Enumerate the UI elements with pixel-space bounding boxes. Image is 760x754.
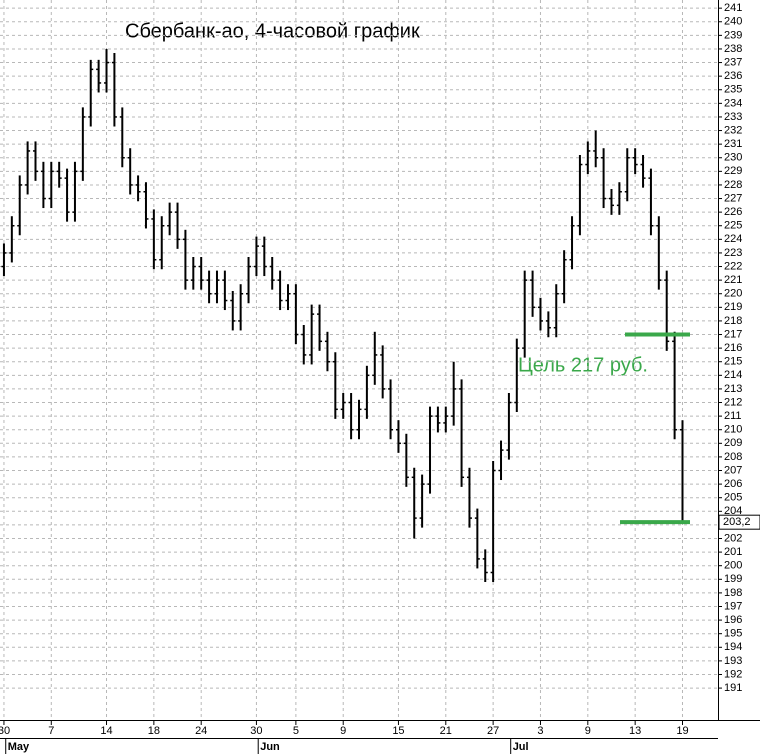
- y-tick-label: 192: [724, 668, 742, 680]
- x-tick-label: 30: [0, 725, 10, 737]
- y-tick-label: 233: [724, 111, 742, 123]
- y-tick-label: 198: [724, 587, 742, 599]
- y-tick-label: 220: [724, 288, 742, 300]
- y-tick-label: 197: [724, 600, 742, 612]
- y-tick-label: 222: [724, 260, 742, 272]
- y-tick-label: 236: [724, 70, 742, 82]
- x-tick-label: 9: [340, 725, 346, 737]
- y-tick-label: 226: [724, 206, 742, 218]
- y-tick-label: 202: [724, 532, 742, 544]
- y-tick-label: 209: [724, 437, 742, 449]
- y-tick-label: 212: [724, 396, 742, 408]
- x-tick-label: 27: [487, 725, 499, 737]
- y-tick-label: 240: [724, 16, 742, 28]
- x-tick-label: 14: [100, 725, 112, 737]
- y-tick-label: 238: [724, 43, 742, 55]
- y-tick-label: 241: [724, 2, 742, 14]
- x-tick-label: 5: [293, 725, 299, 737]
- x-tick-label: 24: [195, 725, 207, 737]
- x-tick-label: 30: [250, 725, 262, 737]
- y-tick-label: 225: [724, 220, 742, 232]
- y-tick-label: 193: [724, 655, 742, 667]
- y-tick-label: 219: [724, 301, 742, 313]
- y-tick-label: 196: [724, 614, 742, 626]
- x-tick-label: 7: [48, 725, 54, 737]
- y-tick-label: 223: [724, 247, 742, 259]
- y-tick-label: 232: [724, 124, 742, 136]
- y-tick-label: 208: [724, 451, 742, 463]
- x-tick-label: 15: [392, 725, 404, 737]
- y-tick-label: 235: [724, 84, 742, 96]
- y-tick-label: 191: [724, 682, 742, 694]
- y-tick-label: 194: [724, 641, 742, 653]
- y-tick-label: 239: [724, 29, 742, 41]
- y-tick-label: 221: [724, 274, 742, 286]
- last-price-label: 203,2: [723, 516, 751, 528]
- y-tick-label: 206: [724, 478, 742, 490]
- x-tick-label: 3: [537, 725, 543, 737]
- month-label: May: [8, 741, 30, 753]
- x-tick-label: 18: [148, 725, 160, 737]
- y-tick-label: 214: [724, 369, 742, 381]
- y-tick-label: 207: [724, 464, 742, 476]
- y-tick-label: 200: [724, 560, 742, 572]
- y-tick-label: 210: [724, 424, 742, 436]
- y-tick-label: 213: [724, 383, 742, 395]
- chart-title: Сбербанк-ао, 4-часовой график: [125, 20, 420, 42]
- y-tick-label: 217: [724, 328, 742, 340]
- y-tick-label: 195: [724, 628, 742, 640]
- y-tick-label: 204: [724, 505, 742, 517]
- y-tick-label: 231: [724, 138, 742, 150]
- y-tick-label: 205: [724, 492, 742, 504]
- x-tick-label: 9: [585, 725, 591, 737]
- annotation: Цель 217 руб.: [518, 354, 648, 376]
- x-tick-label: 19: [676, 725, 688, 737]
- y-tick-label: 218: [724, 315, 742, 327]
- y-tick-label: 229: [724, 165, 742, 177]
- y-tick-label: 199: [724, 573, 742, 585]
- y-tick-label: 227: [724, 192, 742, 204]
- y-tick-label: 224: [724, 233, 742, 245]
- last-price-box: [718, 514, 760, 530]
- month-label: Jun: [260, 741, 280, 753]
- y-tick-label: 216: [724, 342, 742, 354]
- month-label: Jul: [513, 741, 529, 753]
- x-tick-label: 13: [629, 725, 641, 737]
- y-tick-label: 234: [724, 97, 742, 109]
- y-tick-label: 215: [724, 356, 742, 368]
- y-tick-label: 228: [724, 179, 742, 191]
- y-tick-label: 230: [724, 152, 742, 164]
- y-tick-label: 201: [724, 546, 742, 558]
- x-tick-label: 21: [440, 725, 452, 737]
- y-tick-label: 237: [724, 56, 742, 68]
- y-tick-label: 211: [724, 410, 742, 422]
